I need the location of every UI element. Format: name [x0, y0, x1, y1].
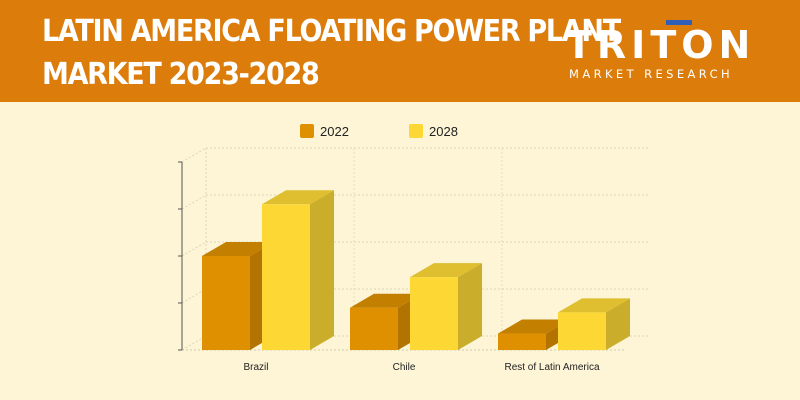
bar-top	[262, 190, 334, 205]
logo-tagline: MARKET RESEARCH	[569, 67, 734, 81]
legend-swatch	[300, 124, 314, 138]
gridline-depth	[181, 288, 207, 304]
x-tick-label: Chile	[393, 362, 416, 373]
bar-side	[458, 263, 482, 350]
bar-top	[350, 293, 422, 308]
page-title: LATIN AMERICA FLOATING POWER PLANT MARKE…	[42, 11, 621, 96]
bar	[350, 307, 398, 350]
bar-side	[310, 190, 334, 350]
bar-top	[558, 298, 630, 313]
gridline-depth	[181, 194, 207, 210]
bar	[410, 277, 458, 350]
bar-chart: Brazil Chile Rest of Latin America 2022 2028	[178, 124, 650, 373]
gridline-depth	[181, 335, 207, 351]
x-tick-label: Brazil	[243, 362, 268, 373]
legend-label: 2028	[429, 124, 458, 139]
gridline-depth	[181, 147, 207, 163]
x-tick-label: Rest of Latin America	[504, 362, 599, 373]
bar-top	[498, 319, 570, 334]
title-line-2: MARKET 2023-2028	[42, 56, 320, 92]
triton-logo: TRITON MARKET RESEARCH	[566, 20, 756, 84]
legend-swatch	[409, 124, 423, 138]
bar	[202, 256, 250, 350]
title-line-1: LATIN AMERICA FLOATING POWER PLANT	[42, 14, 621, 50]
bar-top	[410, 263, 482, 278]
bar-top	[202, 242, 274, 256]
legend-label: 2022	[320, 124, 349, 139]
bar	[558, 312, 606, 350]
header-banner: LATIN AMERICA FLOATING POWER PLANT MARKE…	[0, 0, 800, 102]
bar	[498, 333, 546, 350]
logo-wordmark: TRITON	[566, 23, 756, 67]
logo-accent-bar	[666, 20, 692, 25]
bar-side	[606, 298, 630, 350]
gridline-depth	[181, 241, 207, 257]
bar	[262, 204, 310, 350]
